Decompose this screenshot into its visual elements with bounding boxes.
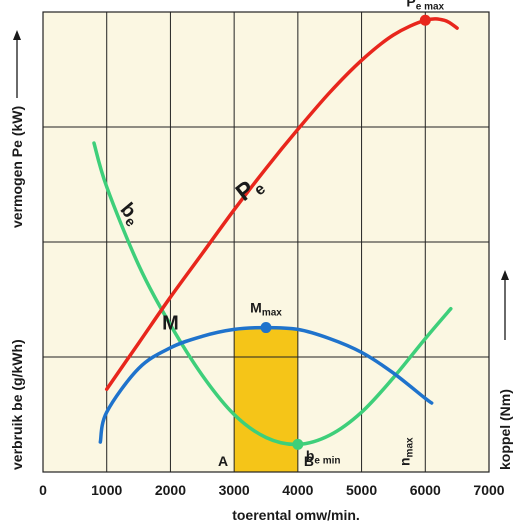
band-label-b: B: [304, 453, 314, 469]
pe-max-label-sub: e max: [416, 1, 445, 12]
y-axis-left-top: vermogen Pe (kW): [9, 30, 25, 228]
optimal-range-band: [234, 329, 298, 472]
band-label-a: A: [218, 453, 228, 469]
series-line-be: [92, 141, 453, 447]
plot-frame: [42, 11, 490, 473]
x-tick-label-3000: 3000: [219, 482, 250, 498]
x-axis-title: toerental omw/min.: [232, 507, 360, 523]
n-max-label-main: n: [396, 457, 412, 466]
pe-max-label-main: P: [406, 0, 415, 9]
m-max-label-sub: max: [262, 308, 282, 319]
arrow-up-icon-right: [501, 270, 509, 280]
series-label-m-main: M: [162, 312, 179, 334]
x-tick-label-7000: 7000: [473, 482, 504, 498]
arrow-up-icon: [13, 30, 21, 40]
pe-max-label: Pe max: [406, 0, 444, 12]
x-tick-label-1000: 1000: [91, 482, 122, 498]
m-max-label: Mmax: [250, 300, 282, 319]
y-axis-title-power: vermogen Pe (kW): [9, 106, 25, 228]
x-tick-label-6000: 6000: [410, 482, 441, 498]
m-max-marker: [260, 322, 272, 334]
band-rect: [234, 329, 298, 472]
x-tick-label-2000: 2000: [155, 482, 186, 498]
x-tick-label-4000: 4000: [282, 482, 313, 498]
be-min-marker: [292, 438, 304, 450]
markers: [260, 14, 431, 450]
y-axis-right: koppel (Nm): [497, 270, 513, 470]
x-tick-labels: 0 1000 2000 3000 4000 5000 6000 7000: [39, 482, 505, 498]
be-min-label: be min: [306, 447, 341, 466]
n-max-label: nmax: [396, 437, 415, 466]
x-tick-label-5000: 5000: [346, 482, 377, 498]
n-max-label-sub: max: [404, 437, 415, 457]
m-max-label-main: M: [250, 300, 262, 316]
pe-max-marker: [419, 14, 431, 26]
be-min-label-main: b: [306, 447, 315, 463]
y-axis-title-consumption: verbruik be (g/kWh): [9, 339, 25, 470]
y-axis-title-torque: koppel (Nm): [497, 389, 513, 470]
grid: [42, 11, 490, 473]
x-tick-label-0: 0: [39, 482, 47, 498]
series-label-m: M: [162, 312, 179, 334]
be-min-label-sub: e min: [314, 455, 340, 466]
